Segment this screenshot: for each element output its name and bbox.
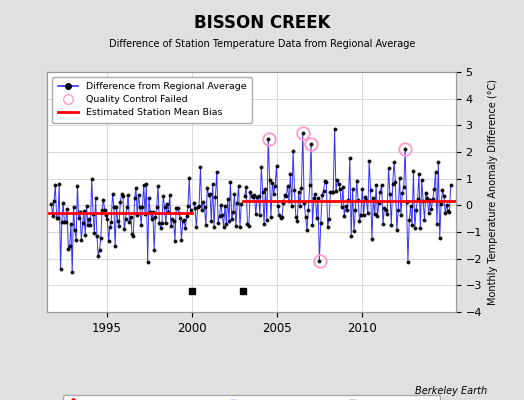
Text: Difference of Station Temperature Data from Regional Average: Difference of Station Temperature Data f… (109, 39, 415, 49)
Text: BISSON CREEK: BISSON CREEK (194, 14, 330, 32)
Legend: Station Move, Record Gap, Time of Obs. Change, Empirical Break: Station Move, Record Gap, Time of Obs. C… (63, 395, 440, 400)
Text: Berkeley Earth: Berkeley Earth (415, 386, 487, 396)
Y-axis label: Monthly Temperature Anomaly Difference (°C): Monthly Temperature Anomaly Difference (… (488, 79, 498, 305)
